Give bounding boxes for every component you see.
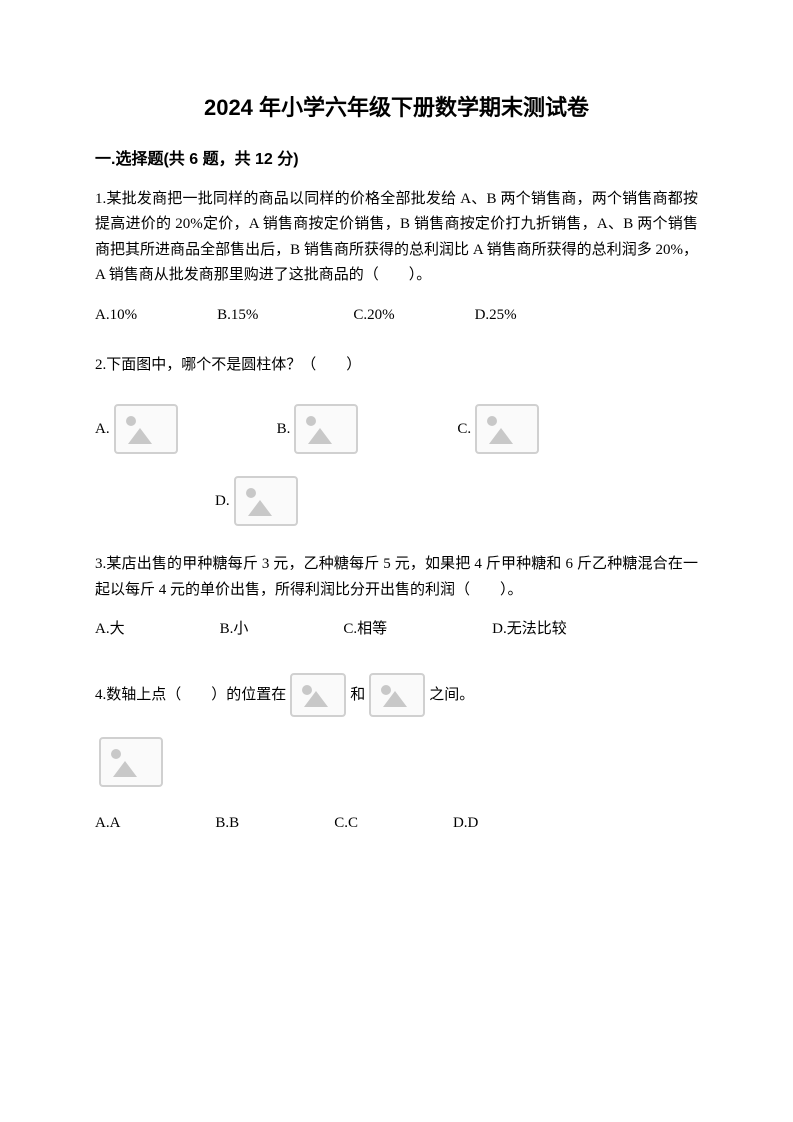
q1-opt-c[interactable]: C.20% [353, 303, 394, 327]
image-placeholder-icon [234, 476, 298, 526]
q2-opt-c[interactable]: C. [457, 402, 543, 456]
q2-opt-d[interactable]: D. [215, 474, 302, 528]
page-title: 2024 年小学六年级下册数学期末测试卷 [95, 90, 698, 125]
question-1: 1.某批发商把一批同样的商品以同样的价格全部批发给 A、B 两个销售商，两个销售… [95, 187, 698, 335]
question-3: 3.某店出售的甲种糖每斤 3 元，乙种糖每斤 5 元，如果把 4 斤甲种糖和 6… [95, 552, 698, 649]
q3-options: A.大 B.小 C.相等 D.无法比较 [95, 617, 698, 649]
q2-label-c: C. [457, 417, 471, 441]
q3-opt-c[interactable]: C.相等 [343, 617, 387, 641]
image-placeholder-icon [294, 404, 358, 454]
image-placeholder-icon [369, 673, 425, 717]
q3-opt-d[interactable]: D.无法比较 [492, 617, 567, 641]
q3-opt-b[interactable]: B.小 [220, 617, 249, 641]
q2-options-row1: A. B. C. [95, 402, 698, 456]
q4-opt-b[interactable]: B.B [215, 811, 239, 835]
q2-opt-b[interactable]: B. [277, 402, 363, 456]
q1-text: 1.某批发商把一批同样的商品以同样的价格全部批发给 A、B 两个销售商，两个销售… [95, 187, 698, 289]
q2-text: 2.下面图中，哪个不是圆柱体？（ ） [95, 353, 698, 379]
q4-opt-a[interactable]: A.A [95, 811, 120, 835]
q1-opt-a[interactable]: A.10% [95, 303, 137, 327]
image-placeholder-icon [290, 673, 346, 717]
q2-label-a: A. [95, 417, 110, 441]
q4-suffix: 之间。 [429, 683, 474, 707]
q4-mid: 和 [350, 683, 365, 707]
image-placeholder-icon [114, 404, 178, 454]
q2-options-row2: D. [215, 474, 698, 528]
q3-opt-a[interactable]: A.大 [95, 617, 125, 641]
q4-prefix: 4.数轴上点（ ）的位置在 [95, 683, 286, 707]
q4-figure [95, 735, 698, 789]
q1-opt-d[interactable]: D.25% [475, 303, 517, 327]
q2-opt-a[interactable]: A. [95, 402, 182, 456]
image-placeholder-icon [99, 737, 163, 787]
q4-text: 4.数轴上点（ ）的位置在 和 之间。 [95, 671, 698, 719]
q2-label-b: B. [277, 417, 291, 441]
q4-opt-d[interactable]: D.D [453, 811, 478, 835]
image-placeholder-icon [475, 404, 539, 454]
q2-label-d: D. [215, 489, 230, 513]
q3-text: 3.某店出售的甲种糖每斤 3 元，乙种糖每斤 5 元，如果把 4 斤甲种糖和 6… [95, 552, 698, 603]
section-header: 一.选择题(共 6 题，共 12 分) [95, 147, 698, 173]
question-2: 2.下面图中，哪个不是圆柱体？（ ） A. B. C. D. [95, 353, 698, 529]
q4-opt-c[interactable]: C.C [334, 811, 358, 835]
question-4: 4.数轴上点（ ）的位置在 和 之间。 A.A B.B C.C D.D [95, 671, 698, 843]
q1-options: A.10% B.15% C.20% D.25% [95, 303, 698, 335]
q4-options: A.A B.B C.C D.D [95, 811, 698, 843]
q1-opt-b[interactable]: B.15% [217, 303, 258, 327]
